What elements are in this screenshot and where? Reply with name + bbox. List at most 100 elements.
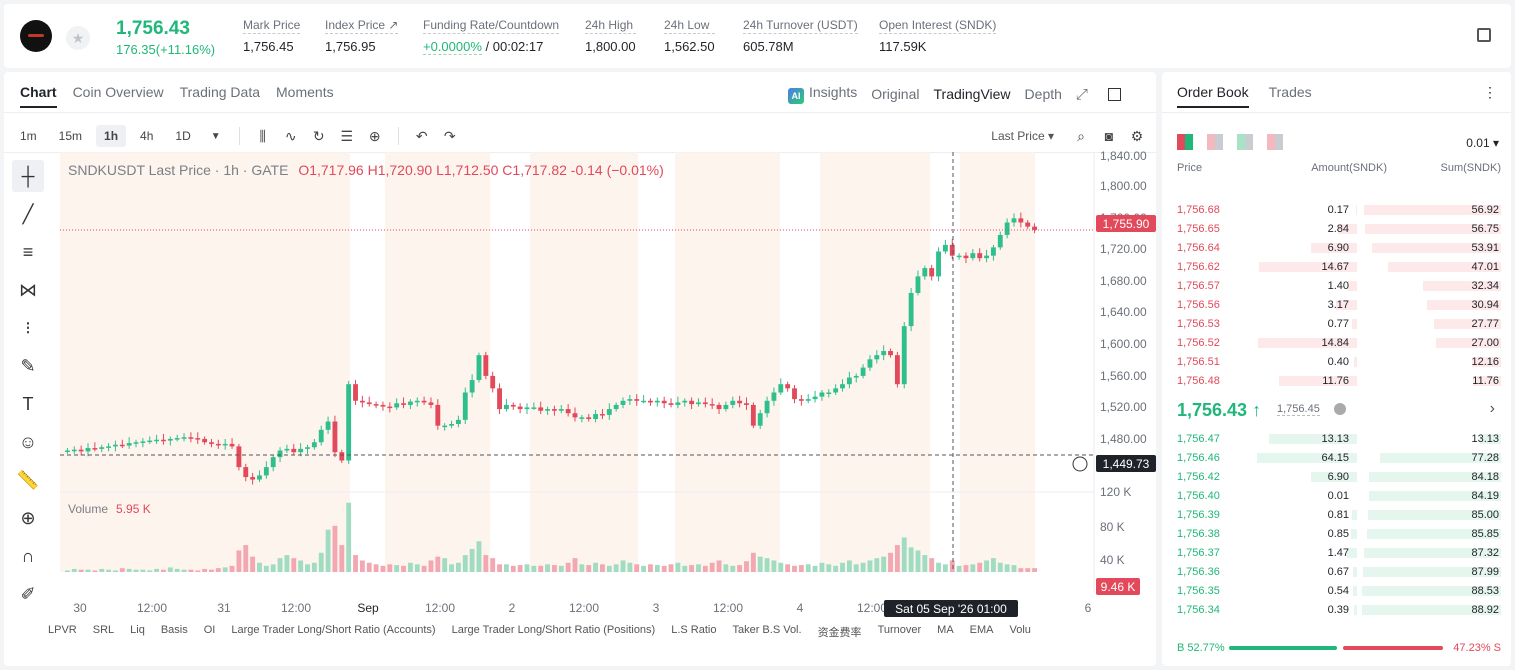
- brush-icon[interactable]: ✎: [20, 355, 36, 376]
- indicators-icon[interactable]: ∿: [284, 127, 297, 144]
- ask-row[interactable]: 1,756.65 2.84 56.75: [1177, 219, 1501, 238]
- price-type-select[interactable]: Last Price ▾: [991, 129, 1054, 143]
- bid-row[interactable]: 1,756.40 0.01 84.19: [1177, 486, 1501, 505]
- fib-icon[interactable]: ⁝: [25, 317, 31, 338]
- volume-bar: [702, 565, 708, 572]
- tab-moments[interactable]: Moments: [276, 84, 334, 100]
- view-both-icon[interactable]: [1177, 134, 1193, 150]
- pencil-lock-icon[interactable]: ✐: [20, 583, 36, 604]
- more-options-icon[interactable]: ⋮: [1483, 84, 1497, 100]
- templates-icon[interactable]: ☰: [340, 127, 354, 144]
- view-compact-icon[interactable]: [1267, 134, 1283, 150]
- search-icon[interactable]: ⌕: [1077, 127, 1085, 144]
- ask-row[interactable]: 1,756.62 14.67 47.01: [1177, 257, 1501, 276]
- magnet-icon[interactable]: ∩: [21, 545, 35, 566]
- zoom-in-icon[interactable]: ⊕: [20, 507, 36, 528]
- view-bids-icon[interactable]: [1237, 134, 1253, 150]
- indicator-10[interactable]: Turnover: [877, 624, 922, 636]
- time-axis-label: 12:00: [281, 601, 311, 615]
- ask-row[interactable]: 1,756.52 14.84 27.00: [1177, 333, 1501, 352]
- bid-row[interactable]: 1,756.35 0.54 88.53: [1177, 581, 1501, 600]
- camera-icon[interactable]: ◙: [1104, 128, 1114, 144]
- undo-icon[interactable]: ↶: [415, 127, 428, 144]
- tab-coin-overview[interactable]: Coin Overview: [72, 84, 164, 100]
- indicator-0[interactable]: LPVR: [48, 624, 77, 636]
- add-indicator-icon[interactable]: ⊕: [368, 127, 381, 144]
- interval-4h[interactable]: 4h: [140, 129, 154, 143]
- precision-select[interactable]: 0.01 ▾: [1466, 136, 1499, 150]
- crosshair-icon[interactable]: ┼: [12, 160, 44, 192]
- settings-gear-icon[interactable]: ⚙: [1130, 127, 1144, 144]
- candle: [250, 472, 256, 485]
- ask-row[interactable]: 1,756.53 0.77 27.77: [1177, 314, 1501, 333]
- interval-15m[interactable]: 15m: [58, 129, 83, 143]
- ask-row[interactable]: 1,756.48 11.76 11.76: [1177, 371, 1501, 390]
- window-icon[interactable]: [1107, 87, 1121, 101]
- tab-trading-data[interactable]: Trading Data: [179, 84, 261, 100]
- bid-row[interactable]: 1,756.36 0.67 87.99: [1177, 562, 1501, 581]
- indicator-2[interactable]: Liq: [130, 624, 145, 636]
- price-axis-label: 1,680.00: [1100, 274, 1147, 288]
- expand-icon[interactable]: ⤢: [1075, 85, 1088, 103]
- tab-trades[interactable]: Trades: [1268, 84, 1312, 100]
- emoji-icon[interactable]: ☺: [18, 431, 38, 452]
- tab-tradingview[interactable]: TradingView: [933, 86, 1011, 102]
- bid-row[interactable]: 1,756.37 1.47 87.32: [1177, 543, 1501, 562]
- favorite-star-icon[interactable]: ★: [66, 26, 90, 50]
- candle: [215, 439, 221, 449]
- volume-bar: [846, 560, 852, 572]
- bid-row[interactable]: 1,756.38 0.85 85.85: [1177, 524, 1501, 543]
- indicator-1[interactable]: SRL: [92, 624, 115, 636]
- candle-type-icon[interactable]: ⫼: [259, 127, 266, 144]
- volume-bar: [833, 565, 839, 572]
- guide-book-icon[interactable]: [1477, 28, 1491, 42]
- tab-insights[interactable]: AI Insights: [788, 84, 857, 104]
- indicator-6[interactable]: Large Trader Long/Short Ratio (Positions…: [451, 624, 656, 636]
- ask-row[interactable]: 1,756.51 0.40 12.16: [1177, 352, 1501, 371]
- indicator-4[interactable]: OI: [203, 624, 216, 636]
- stat-funding-rate[interactable]: Funding Rate/Countdown +0.0000% / 00:02:1…: [423, 18, 560, 55]
- indicator-8[interactable]: Taker B.S Vol.: [732, 624, 802, 636]
- horizontal-lines-icon[interactable]: ≡: [22, 241, 34, 262]
- refresh-icon[interactable]: ↻: [312, 127, 325, 144]
- indicator-12[interactable]: EMA: [969, 624, 994, 636]
- indicator-5[interactable]: Large Trader Long/Short Ratio (Accounts): [231, 624, 436, 636]
- interval-1m[interactable]: 1m: [20, 129, 37, 143]
- indicator-13[interactable]: Volu: [1009, 624, 1031, 636]
- indicator-7[interactable]: L.S Ratio: [671, 624, 717, 636]
- bid-sum: 84.19: [1357, 490, 1501, 502]
- ask-row[interactable]: 1,756.57 1.40 32.34: [1177, 276, 1501, 295]
- bid-row[interactable]: 1,756.39 0.81 85.00: [1177, 505, 1501, 524]
- interval-1d[interactable]: 1D: [175, 129, 191, 143]
- tab-depth[interactable]: Depth: [1024, 86, 1062, 102]
- stat-index-price[interactable]: Index Price ↗ 1,756.95: [325, 18, 399, 54]
- ask-row[interactable]: 1,756.56 3.17 30.94: [1177, 295, 1501, 314]
- volume-bar: [373, 564, 379, 572]
- redo-icon[interactable]: ↷: [443, 127, 456, 144]
- tab-original[interactable]: Original: [871, 86, 920, 102]
- text-tool-icon[interactable]: T: [22, 393, 34, 414]
- tab-order-book[interactable]: Order Book: [1177, 84, 1249, 108]
- candle: [339, 449, 345, 463]
- bid-amount: 0.01: [1327, 489, 1357, 502]
- trend-line-icon[interactable]: ╱: [22, 203, 34, 224]
- ask-row[interactable]: 1,756.64 6.90 53.91: [1177, 238, 1501, 257]
- bid-row[interactable]: 1,756.47 13.13 13.13: [1177, 429, 1501, 448]
- bid-row[interactable]: 1,756.46 64.15 77.28: [1177, 448, 1501, 467]
- interval-1h[interactable]: 1h: [96, 125, 127, 147]
- bid-sum: 77.28: [1357, 452, 1501, 464]
- tab-chart[interactable]: Chart: [20, 84, 57, 108]
- candle: [311, 438, 317, 450]
- ask-row[interactable]: 1,756.68 0.17 56.92: [1177, 200, 1501, 219]
- indicator-9[interactable]: 资金费率: [817, 627, 862, 639]
- interval-dropdown-icon[interactable]: ▼: [210, 130, 221, 142]
- bid-row[interactable]: 1,756.42 6.90 84.18: [1177, 467, 1501, 486]
- view-asks-icon[interactable]: [1207, 134, 1223, 150]
- ruler-icon[interactable]: 📏: [16, 469, 40, 490]
- price-chart[interactable]: [60, 152, 1094, 572]
- chevron-right-icon[interactable]: ›: [1489, 400, 1495, 417]
- pattern-icon[interactable]: ⋈: [19, 279, 37, 300]
- indicator-11[interactable]: MA: [937, 624, 954, 636]
- indicator-3[interactable]: Basis: [160, 624, 188, 636]
- bid-row[interactable]: 1,756.34 0.39 88.92: [1177, 600, 1501, 619]
